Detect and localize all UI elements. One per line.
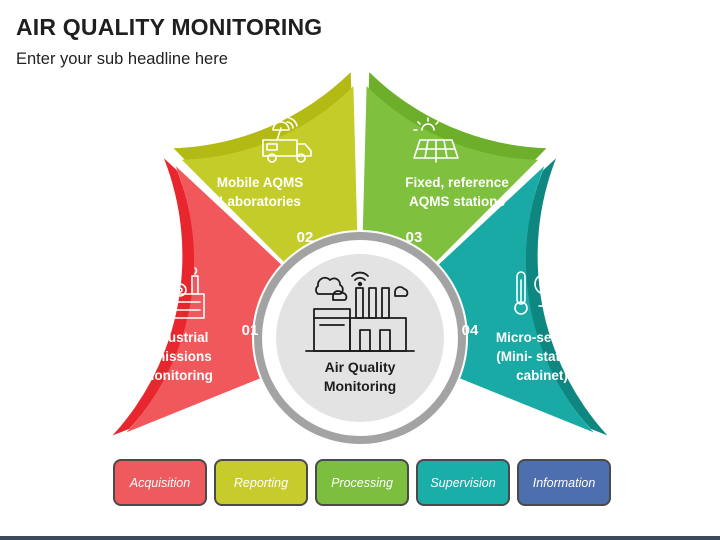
center-label: Air Quality Monitoring <box>323 359 397 394</box>
segment-01-accent <box>112 158 195 436</box>
page-subtitle: Enter your sub headline here <box>16 50 228 68</box>
pill-supervision: Supervision <box>416 459 510 506</box>
pill-acquisition: Acquisition <box>113 459 207 506</box>
segment-01-label: Industrial Emissions Monitoring <box>143 330 213 383</box>
bottom-bar <box>0 536 720 540</box>
thermometer-sensor-icon <box>514 271 556 315</box>
category-pills: Acquisition Reporting Processing Supervi… <box>113 459 611 506</box>
segment-02-number: 02 <box>296 229 314 246</box>
factory-icon <box>305 271 415 352</box>
segment-03-number: 03 <box>405 229 423 246</box>
page-title: AIR QUALITY MONITORING <box>16 14 323 40</box>
segment-03-label: Fixed, reference AQMS stations <box>405 175 509 209</box>
segment-04-label: Micro-sensors (Mini- stations cabinet) <box>495 330 589 383</box>
industrial-plant-icon <box>159 267 205 319</box>
mobile-lab-van-icon <box>262 117 312 163</box>
solar-panel-icon <box>413 117 459 163</box>
pill-reporting: Reporting <box>214 459 308 506</box>
pill-processing: Processing <box>315 459 409 506</box>
pill-information: Information <box>517 459 611 506</box>
segment-04-number: 04 <box>461 322 479 339</box>
segment-04-accent <box>525 158 608 436</box>
segment-04-wedge <box>425 166 594 433</box>
segment-01-number: 01 <box>241 322 259 339</box>
segment-01-wedge <box>126 166 295 433</box>
segment-02-label: Mobile AQMS Laboratories <box>216 175 304 209</box>
segment-03-accent <box>368 72 547 162</box>
center-ring <box>254 232 466 444</box>
